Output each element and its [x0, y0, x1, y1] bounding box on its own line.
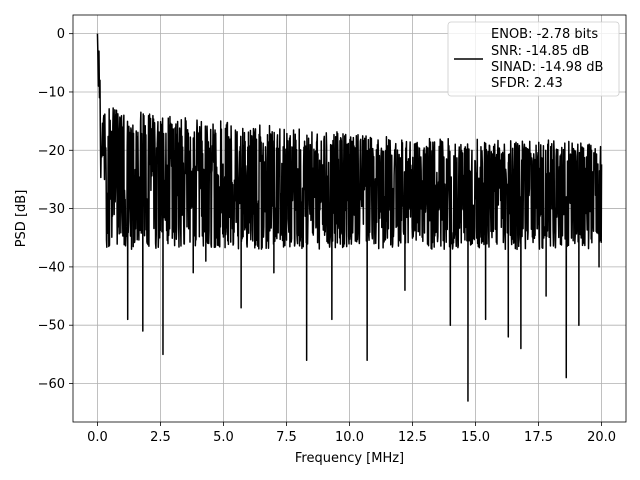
x-tick-label: 15.0 — [461, 430, 490, 445]
x-axis-label: Frequency [MHz] — [295, 451, 404, 466]
legend-enob: ENOB: -2.78 bits — [491, 27, 598, 42]
psd-trace-layer — [96, 33, 603, 402]
x-tick-label: 5.0 — [213, 430, 234, 445]
legend-box — [447, 21, 620, 97]
legend-sinad: SINAD: -14.98 dB — [491, 60, 603, 75]
y-tick-label: −10 — [38, 85, 65, 100]
y-tick-label: −50 — [38, 319, 65, 334]
psd-trace — [96, 33, 603, 402]
x-tick-label: 10.0 — [335, 430, 364, 445]
x-tick-label: 2.5 — [150, 430, 171, 445]
y-tick-label: −20 — [38, 144, 65, 159]
axis-ticks: 0.0 2.5 5.0 7.5 10.0 12.5 15.0 17.5 20.0 0 −10 −20 −… — [38, 27, 616, 445]
y-tick-label: −30 — [38, 202, 65, 217]
x-tick-label: 7.5 — [276, 430, 297, 445]
x-tick-label: 17.5 — [524, 430, 553, 445]
legend-sfdr: SFDR: 2.43 — [491, 76, 563, 91]
y-axis-label: PSD [dB] — [14, 190, 29, 248]
y-tick-label: 0 — [57, 27, 65, 42]
legend: ENOB: -2.78 bits SNR: -14.85 dB SINAD: -… — [447, 21, 620, 97]
y-tick-label: −40 — [38, 260, 65, 275]
legend-snr: SNR: -14.85 dB — [491, 44, 589, 59]
x-tick-label: 20.0 — [587, 430, 616, 445]
x-tick-label: 12.5 — [398, 430, 427, 445]
y-tick-label: −60 — [38, 377, 65, 392]
x-tick-label: 0.0 — [87, 430, 108, 445]
